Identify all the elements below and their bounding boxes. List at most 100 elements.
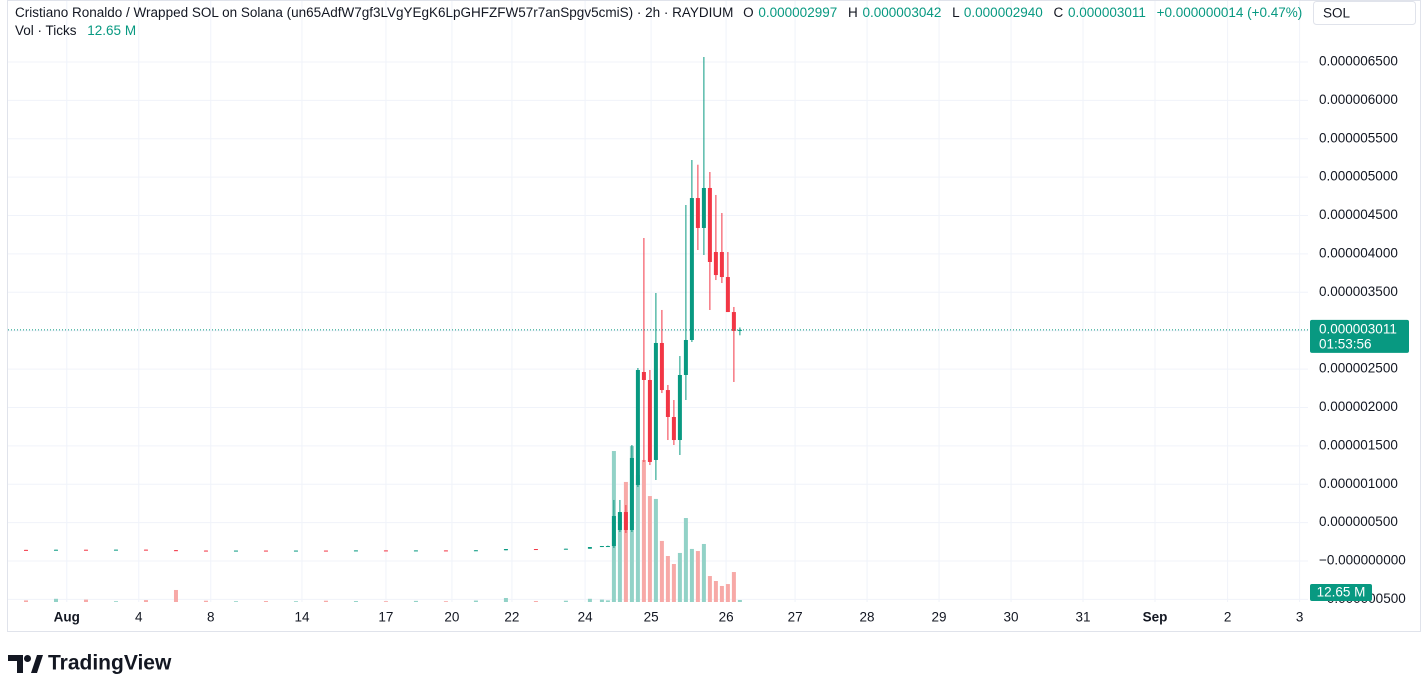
x-tick-label: 14 <box>294 610 310 625</box>
candle-body <box>611 516 616 547</box>
x-tick-label: 2 <box>1224 610 1232 625</box>
candle-body <box>323 550 328 552</box>
candle-body <box>473 550 478 552</box>
x-tick-label: 20 <box>444 610 459 625</box>
volume-title: Vol · Ticks <box>15 23 77 38</box>
y-tick-label: 0.000002500 <box>1319 361 1398 376</box>
candle-body <box>635 370 640 486</box>
candle-body <box>683 339 688 375</box>
low-key: L <box>952 5 960 20</box>
y-tick-label: 0.000002000 <box>1319 399 1398 414</box>
logo-mark <box>24 655 31 662</box>
x-tick-label: 27 <box>788 610 803 625</box>
volume-bar <box>623 481 628 602</box>
y-tick-label: 0.000006500 <box>1319 54 1398 69</box>
chart-frame <box>7 0 1421 632</box>
candle-body <box>23 549 28 551</box>
volume-bar <box>203 600 208 602</box>
volume-bar <box>563 600 568 602</box>
candle-body <box>143 549 148 551</box>
x-tick-label: 30 <box>1004 610 1019 625</box>
currency-box[interactable] <box>1313 1 1416 25</box>
volume-bar <box>113 601 118 602</box>
y-tick-label: −0.000000000 <box>1319 553 1406 568</box>
volume-bar <box>83 599 88 602</box>
y-tick-label: 0.000003500 <box>1319 284 1398 299</box>
volume-bar <box>605 600 610 602</box>
axes: −0.000000500−0.0000000000.0000005000.000… <box>54 54 1409 625</box>
plot <box>8 57 1308 602</box>
candle-body <box>677 374 682 441</box>
volume-bar <box>533 601 538 602</box>
volume-bar <box>713 581 718 602</box>
y-tick-label: 0.000001500 <box>1319 437 1398 452</box>
volume-bar <box>23 600 28 602</box>
volume-bar <box>659 540 664 602</box>
volume-bar <box>383 601 388 602</box>
candle-body <box>695 198 700 228</box>
close-value: 0.000003011 <box>1068 5 1146 20</box>
candle-body <box>233 550 238 552</box>
volume-bar <box>737 599 742 602</box>
candle-body <box>653 342 658 460</box>
x-tick-label: 26 <box>719 610 734 625</box>
y-tick-label: 0.000004500 <box>1319 207 1398 222</box>
volume-bar <box>353 601 358 602</box>
x-tick-label: 29 <box>932 610 947 625</box>
symbol-title: Cristiano Ronaldo / Wrapped SOL on Solan… <box>15 5 733 20</box>
candle-body <box>383 550 388 552</box>
x-tick-label: Sep <box>1143 610 1168 625</box>
volume-bar <box>143 600 148 602</box>
candle-body <box>173 550 178 552</box>
volume-header: Vol · Ticks 12.65 M <box>15 23 136 38</box>
volume-bar <box>587 598 592 602</box>
candle-body <box>605 546 610 548</box>
candle-body <box>503 549 508 551</box>
last-price-badge <box>1310 319 1409 353</box>
candle-body <box>413 550 418 552</box>
volume-bar <box>665 556 670 602</box>
volume-bar <box>293 601 298 602</box>
candle-body <box>563 548 568 550</box>
volume-bar <box>635 475 640 602</box>
x-tick-label: 3 <box>1296 610 1304 625</box>
volume-bar <box>233 601 238 602</box>
y-tick-label: 0.000001000 <box>1319 476 1398 491</box>
x-tick-label: Aug <box>54 610 80 625</box>
y-tick-label: 0.000004000 <box>1319 245 1398 260</box>
volume-bar <box>725 584 730 602</box>
y-tick-label: 0.000000500 <box>1319 514 1398 529</box>
volume-bar <box>695 551 700 602</box>
currency[interactable]: SOL <box>1323 6 1351 21</box>
open-key: O <box>743 5 754 20</box>
volume-bar <box>617 513 622 602</box>
candle-body <box>263 550 268 552</box>
brand: TradingView <box>48 652 172 675</box>
candle-body <box>629 457 634 530</box>
volume-bar <box>599 599 604 602</box>
candle-body <box>731 312 736 331</box>
volume-bar <box>647 496 652 602</box>
candle-body <box>533 549 538 551</box>
logo-mark <box>8 655 23 673</box>
candle-body <box>599 546 604 548</box>
x-tick-label: 4 <box>135 610 143 625</box>
candle-body <box>617 512 622 530</box>
volume-bar <box>173 589 178 602</box>
candle-body <box>659 342 664 391</box>
candle-body <box>113 549 118 551</box>
volume-value: 12.65 M <box>87 23 136 38</box>
y-tick-label: 0.000005500 <box>1319 130 1398 145</box>
volume-bar <box>413 600 418 602</box>
open-value: 0.000002997 <box>758 5 837 20</box>
x-tick-label: 8 <box>207 610 215 625</box>
candle-body <box>725 277 730 313</box>
candle-body <box>707 187 712 262</box>
header: Cristiano Ronaldo / Wrapped SOL on Solan… <box>15 5 1302 20</box>
logo: TradingView <box>8 652 172 675</box>
volume-bar <box>443 601 448 602</box>
volume-bar <box>53 598 58 602</box>
candle-body <box>647 379 652 462</box>
